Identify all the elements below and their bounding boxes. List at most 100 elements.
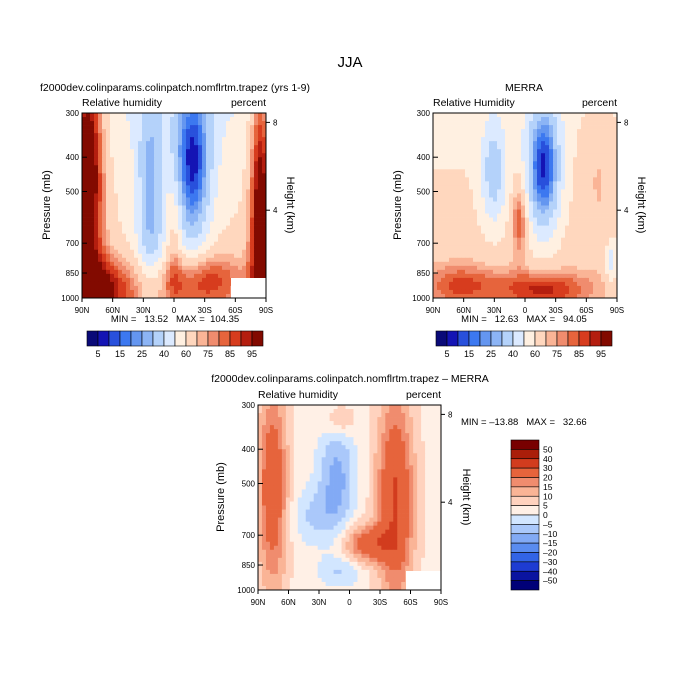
field-cell	[106, 169, 111, 174]
field-cell	[325, 445, 330, 450]
field-cell	[481, 201, 486, 206]
field-cell	[517, 209, 522, 214]
field-cell	[537, 293, 542, 299]
field-cell	[170, 201, 175, 206]
field-cell	[293, 413, 299, 418]
field-cell	[413, 437, 418, 442]
field-cell	[433, 261, 438, 267]
field-cell	[481, 121, 486, 126]
field-cell	[549, 121, 554, 126]
field-cell	[86, 141, 91, 146]
field-cell	[166, 129, 171, 134]
field-cell	[545, 117, 550, 122]
field-cell	[226, 285, 231, 291]
field-cell	[497, 197, 502, 202]
field-cell	[146, 273, 151, 279]
field-cell	[577, 253, 582, 259]
field-cell	[477, 265, 482, 271]
field-cell	[545, 173, 550, 178]
field-cell	[234, 245, 239, 251]
field-cell	[118, 145, 123, 150]
field-cell	[142, 213, 147, 218]
field-cell	[170, 157, 175, 162]
field-cell	[433, 433, 438, 438]
field-cell	[509, 177, 514, 182]
field-cell	[178, 153, 183, 158]
field-cell	[90, 197, 95, 202]
field-cell	[609, 145, 614, 150]
field-cell	[254, 261, 259, 267]
field-cell	[186, 225, 191, 230]
field-cell	[186, 165, 191, 170]
field-cell	[441, 153, 446, 158]
field-cell	[497, 237, 502, 243]
field-cell	[561, 157, 566, 162]
field-cell	[589, 245, 594, 251]
field-cell	[589, 229, 594, 234]
field-cell	[553, 125, 558, 130]
field-cell	[457, 117, 462, 122]
field-cell	[357, 433, 362, 438]
field-cell	[262, 137, 267, 142]
field-cell	[581, 229, 586, 234]
field-cell	[321, 413, 326, 418]
field-cell	[106, 181, 111, 186]
field-cell	[158, 209, 163, 214]
field-cell	[473, 249, 478, 255]
field-cell	[493, 201, 498, 206]
field-cell	[246, 169, 251, 174]
field-cell	[457, 229, 462, 234]
field-cell	[497, 189, 502, 194]
field-cell	[277, 413, 283, 418]
field-cell	[557, 217, 562, 222]
field-cell	[509, 197, 514, 202]
field-cell	[122, 161, 127, 166]
field-cell	[605, 269, 610, 275]
panel-model: f2000dev.colinparams.colinpatch.nomflrtm…	[40, 82, 310, 359]
field-cell	[317, 437, 322, 442]
colorbar-label: 15	[464, 349, 474, 359]
field-cell	[226, 249, 231, 255]
field-cell	[325, 413, 330, 418]
field-cell	[613, 121, 618, 126]
field-cell	[130, 241, 135, 247]
field-cell	[158, 149, 163, 154]
field-cell	[505, 137, 510, 142]
field-cell	[162, 149, 167, 154]
field-cell	[529, 149, 534, 154]
field-cell	[150, 285, 155, 291]
field-cell	[505, 153, 510, 158]
field-cell	[357, 445, 362, 450]
field-cell	[461, 193, 466, 198]
field-cell	[577, 249, 582, 255]
field-cell	[501, 293, 506, 299]
field-cell	[214, 285, 219, 291]
field-cell	[106, 237, 111, 243]
field-cell	[549, 245, 554, 251]
field-cell	[254, 193, 259, 198]
field-cell	[130, 285, 135, 291]
field-cell	[178, 197, 183, 202]
field-cell	[297, 425, 303, 430]
field-cell	[505, 205, 510, 210]
field-cell	[277, 405, 283, 410]
field-cell	[158, 257, 163, 263]
field-cell	[545, 149, 550, 154]
field-cell	[465, 209, 470, 214]
field-cell	[589, 149, 594, 154]
field-cell	[110, 157, 115, 162]
field-cell	[565, 225, 570, 230]
field-cell	[397, 453, 402, 458]
field-cell	[477, 217, 482, 222]
field-cell	[250, 145, 255, 150]
field-cell	[401, 413, 406, 418]
field-cell	[465, 229, 470, 234]
field-cell	[138, 165, 143, 170]
field-cell	[182, 177, 187, 182]
field-cell	[98, 141, 103, 146]
field-cell	[305, 429, 311, 434]
field-cell	[86, 177, 91, 182]
field-cell	[210, 265, 215, 271]
field-cell	[118, 157, 123, 162]
field-cell	[581, 153, 586, 158]
